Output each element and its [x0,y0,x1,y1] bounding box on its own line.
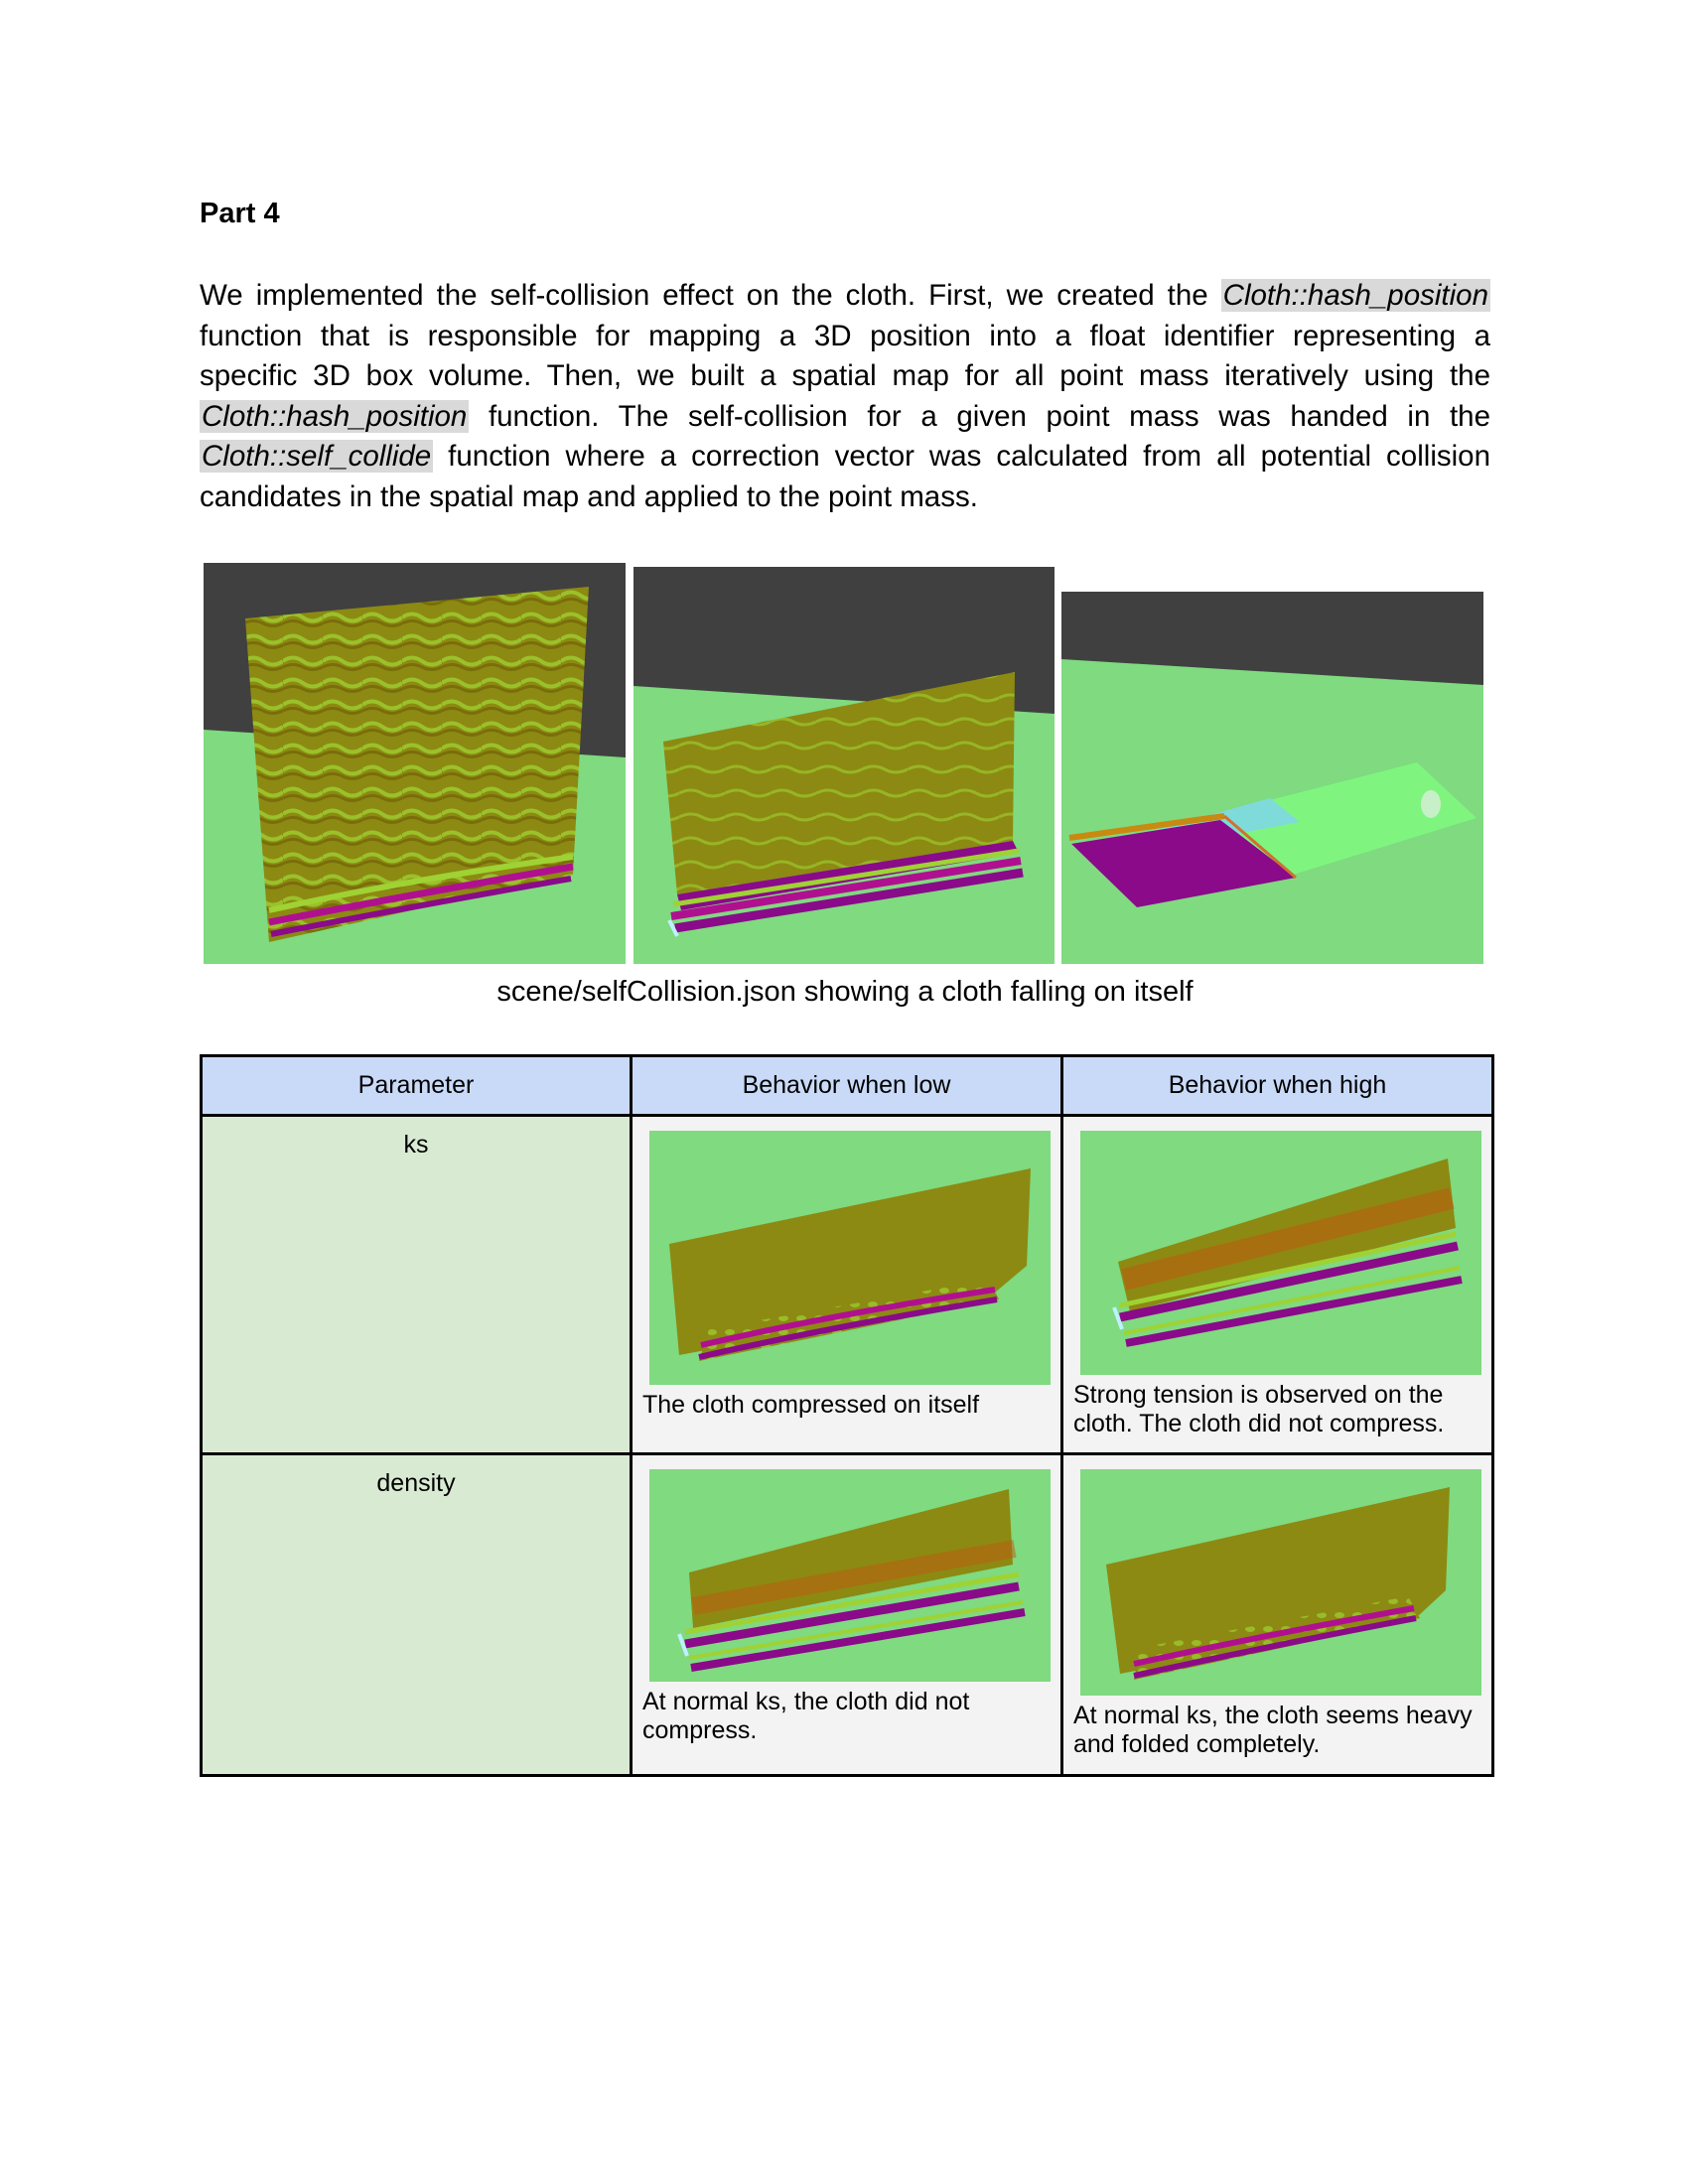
intro-paragraph: We implemented the self-collision effect… [200,276,1490,517]
intro-line: candidates in the spatial map and applie… [200,479,978,513]
code-hash-position: Cloth::hash_position [1220,279,1490,312]
table-header-row: Parameter Behavior when low Behavior whe… [200,1054,1494,1117]
simulation-frame-1 [204,563,626,964]
low-cell: At normal ks, the cloth did not compress… [630,1452,1063,1777]
ks-low-thumbnail [649,1131,1051,1385]
low-cell: The cloth compressed on itself [630,1114,1063,1455]
param-name: ks [200,1114,633,1455]
code-hash-position: Cloth::hash_position [200,399,470,433]
parameter-table: Parameter Behavior when low Behavior whe… [200,1054,1494,1777]
intro-line: We implemented the self-collision effect… [200,279,1490,312]
low-description: At normal ks, the cloth did not compress… [642,1688,970,1744]
intro-line: Cloth::self_collide function where a cor… [200,440,1490,473]
simulation-frame-3 [1061,592,1483,964]
section-heading: Part 4 [200,198,280,229]
simulation-frame-2 [633,567,1055,964]
intro-line: function that is responsible for mapping… [200,319,1490,352]
intro-line: Cloth::hash_position function. The self-… [200,399,1490,433]
intro-line: specific 3D box volume. Then, we built a… [200,359,1490,392]
header-parameter: Parameter [200,1054,633,1117]
high-description: Strong tension is observed on the cloth.… [1073,1381,1445,1437]
ks-high-thumbnail [1080,1131,1481,1375]
header-high: Behavior when high [1060,1054,1494,1117]
high-cell: Strong tension is observed on the cloth.… [1060,1114,1494,1455]
param-name: density [200,1452,633,1777]
figure-caption: scene/selfCollision.json showing a cloth… [496,976,1194,1008]
code-self-collide: Cloth::self_collide [200,440,434,473]
high-description: At normal ks, the cloth seems heavy and … [1073,1702,1473,1758]
density-high-thumbnail [1080,1469,1481,1696]
header-low: Behavior when low [630,1054,1063,1117]
high-cell: At normal ks, the cloth seems heavy and … [1060,1452,1494,1777]
table-row: density At normal ks, the cloth did not … [200,1452,1494,1777]
low-description: The cloth compressed on itself [642,1391,980,1419]
table-row: ks T [200,1114,1494,1455]
density-low-thumbnail [649,1469,1051,1682]
